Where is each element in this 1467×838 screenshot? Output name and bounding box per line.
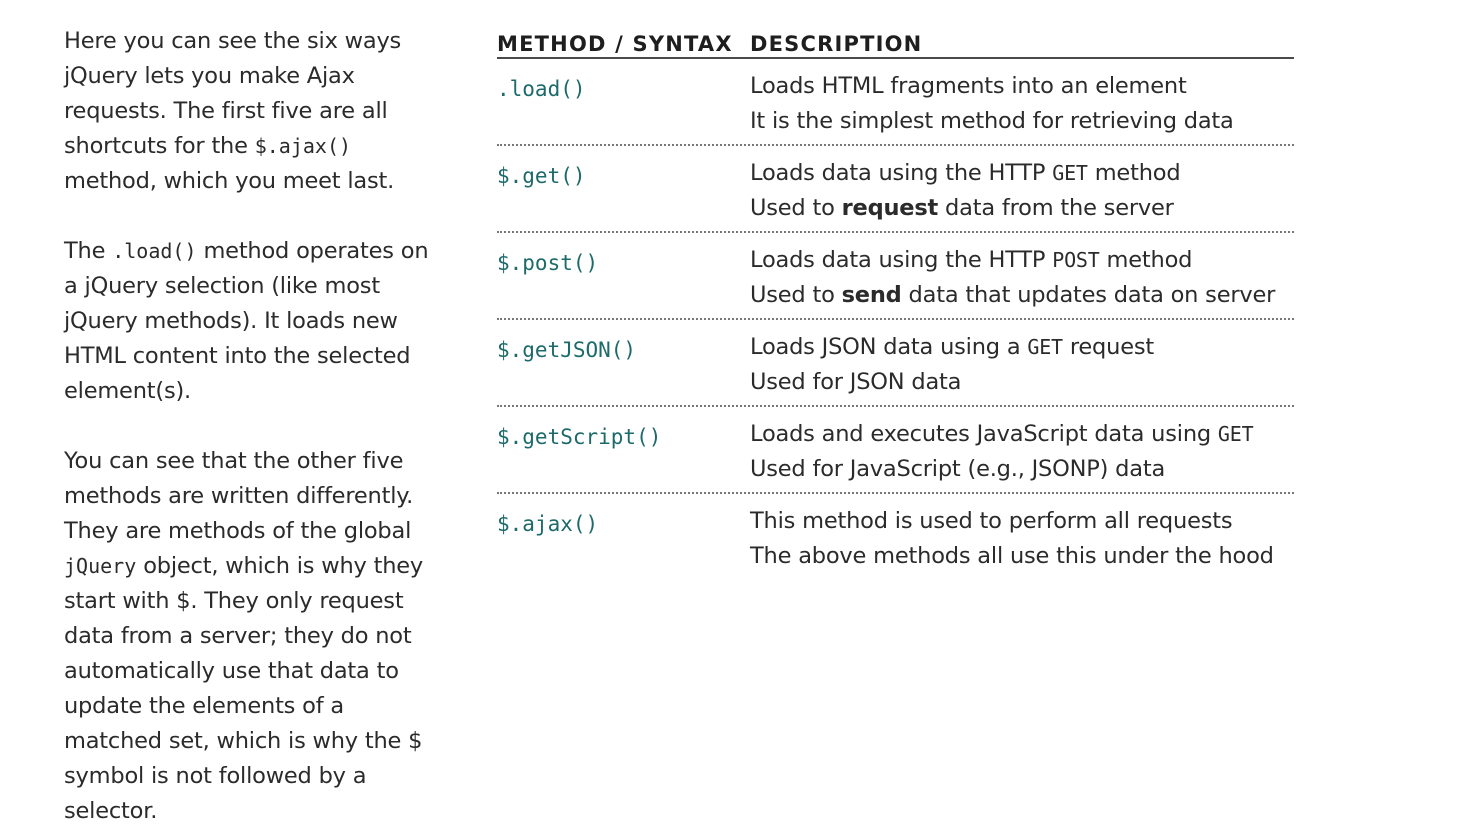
description-line-1: Loads JSON data using a GET request	[750, 330, 1294, 365]
method-description: Loads and executes JavaScript data using…	[750, 407, 1294, 492]
table-row: $.ajax() This method is used to perform …	[497, 494, 1294, 581]
method-syntax: .load()	[497, 77, 586, 101]
description-line-2: The above methods all use this under the…	[750, 543, 1274, 569]
table-row: $.getScript() Loads and executes JavaScr…	[497, 407, 1294, 494]
description-line-1: Loads and executes JavaScript data using…	[750, 417, 1294, 452]
header-method: METHOD / SYNTAX	[497, 32, 733, 56]
header-description: DESCRIPTION	[750, 32, 923, 56]
description-emphasis: request	[841, 195, 939, 221]
sidebar-p2-text-a: The	[64, 238, 113, 264]
description-code: GET	[1027, 335, 1063, 359]
table-row: $.getJSON() Loads JSON data using a GET …	[497, 320, 1294, 407]
description-line-1: This method is used to perform all reque…	[750, 508, 1233, 534]
description-text: data from the server	[938, 195, 1174, 221]
method-syntax: $.getScript()	[497, 425, 662, 449]
description-text: Used to	[750, 195, 842, 221]
method-description: Loads data using the HTTP GET method Use…	[750, 146, 1294, 231]
description-line-2: Used for JavaScript (e.g., JSONP) data	[750, 456, 1166, 482]
description-line-1: Loads data using the HTTP POST method	[750, 243, 1294, 278]
description-text: data that updates data on server	[901, 282, 1276, 308]
description-code: GET	[1217, 422, 1254, 446]
description-text: Used to	[750, 282, 842, 308]
description-code: POST	[1052, 248, 1100, 272]
table-row: $.post() Loads data using the HTTP POST …	[497, 233, 1294, 320]
sidebar-paragraph-3: You can see that the other five methods …	[64, 444, 434, 829]
sidebar-p3-text-a: You can see that the other five methods …	[64, 448, 414, 544]
description-line-2: Used for JSON data	[750, 369, 962, 395]
description-text: method	[1099, 247, 1193, 273]
table-row: .load() Loads HTML fragments into an ele…	[497, 59, 1294, 146]
sidebar-paragraph-2: The .load() method operates on a jQuery …	[64, 234, 434, 409]
method-syntax: $.post()	[497, 251, 599, 275]
method-syntax: $.get()	[497, 164, 586, 188]
description-text: Loads data using the HTTP	[750, 160, 1053, 186]
method-description: Loads data using the HTTP POST method Us…	[750, 233, 1294, 318]
method-description: This method is used to perform all reque…	[750, 494, 1294, 581]
method-syntax: $.ajax()	[497, 512, 599, 536]
description-line-2: Used to request data from the server	[750, 191, 1294, 226]
methods-table: METHOD / SYNTAX DESCRIPTION .load() Load…	[497, 24, 1294, 581]
description-text: request	[1062, 334, 1154, 360]
sidebar-p2-code: .load()	[112, 239, 197, 263]
description-line-2: Used to send data that updates data on s…	[750, 278, 1294, 313]
description-text: Loads JSON data using a	[750, 334, 1028, 360]
description-line-2: It is the simplest method for retrieving…	[750, 108, 1234, 134]
sidebar-text: Here you can see the six ways jQuery let…	[64, 24, 434, 838]
description-emphasis: send	[841, 282, 902, 308]
sidebar-p3-code: jQuery	[64, 554, 137, 578]
sidebar-paragraph-1: Here you can see the six ways jQuery let…	[64, 24, 434, 199]
description-line-1: Loads HTML fragments into an element	[750, 73, 1187, 99]
sidebar-p2-text-b: method operates on a jQuery selection (l…	[64, 238, 429, 404]
description-text: method	[1087, 160, 1181, 186]
method-description: Loads HTML fragments into an element It …	[750, 59, 1294, 144]
sidebar-p1-text-b: method, which you meet last.	[64, 168, 395, 194]
description-text: Loads and executes JavaScript data using	[750, 421, 1218, 447]
sidebar-p1-text-a: Here you can see the six ways jQuery let…	[64, 28, 402, 159]
description-line-1: Loads data using the HTTP GET method	[750, 156, 1294, 191]
description-text: Loads data using the HTTP	[750, 247, 1053, 273]
method-syntax: $.getJSON()	[497, 338, 637, 362]
table-header: METHOD / SYNTAX DESCRIPTION	[497, 24, 1294, 59]
table-row: $.get() Loads data using the HTTP GET me…	[497, 146, 1294, 233]
method-description: Loads JSON data using a GET request Used…	[750, 320, 1294, 405]
description-code: GET	[1052, 161, 1088, 185]
sidebar-p1-code: $.ajax()	[254, 134, 352, 158]
sidebar-p3-text-b: object, which is why they start with $. …	[64, 553, 424, 824]
